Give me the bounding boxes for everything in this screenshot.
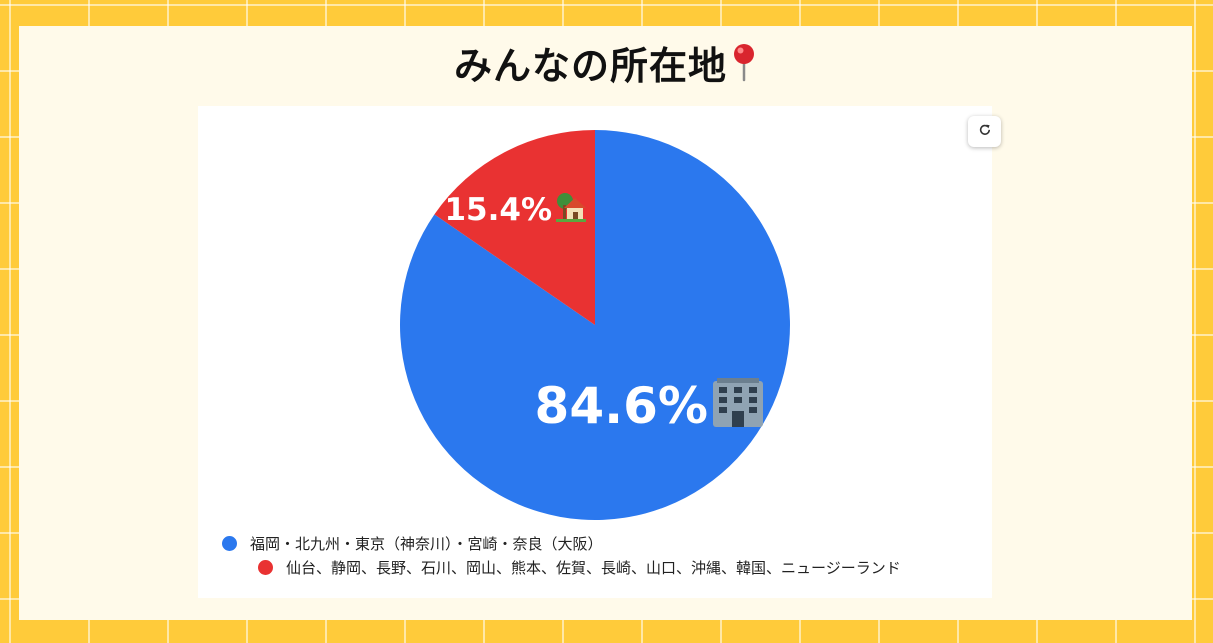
slice-label-main-cities: 84.6%: [535, 377, 708, 435]
refresh-button[interactable]: [968, 116, 1001, 147]
legend-item-other-cities[interactable]: 仙台、静岡、長野、石川、岡山、熊本、佐賀、長崎、山口、沖縄、韓国、ニュージーラン…: [258, 555, 901, 579]
round-pushpin-icon: [729, 41, 759, 97]
chart-legend: 福岡・北九州・東京（神奈川）・宮崎・奈良（大阪） 仙台、静岡、長野、石川、岡山、…: [222, 531, 901, 579]
pie-slice-main-cities[interactable]: [399, 130, 790, 520]
refresh-icon: [978, 122, 992, 141]
legend-label: 福岡・北九州・東京（神奈川）・宮崎・奈良（大阪）: [250, 534, 603, 553]
legend-marker: [258, 559, 273, 575]
legend-label: 仙台、静岡、長野、石川、岡山、熊本、佐賀、長崎、山口、沖縄、韓国、ニュージーラン…: [286, 558, 901, 577]
house-with-garden-icon: [556, 193, 586, 222]
page-title: みんなの所在地: [0, 38, 1213, 97]
page-title-text: みんなの所在地: [453, 44, 727, 88]
legend-marker: [222, 535, 237, 551]
slice-label-other-cities: 15.4%: [444, 192, 552, 228]
pie-slice-other-cities[interactable]: [434, 130, 595, 325]
legend-item-main-cities[interactable]: 福岡・北九州・東京（神奈川）・宮崎・奈良（大阪）: [222, 531, 901, 555]
office-building-icon: [713, 378, 763, 427]
